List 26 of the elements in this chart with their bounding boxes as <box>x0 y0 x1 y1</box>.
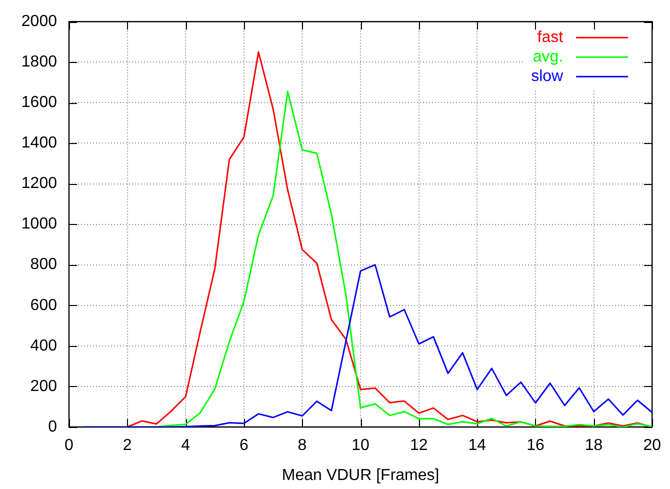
y-tick-label: 400 <box>30 337 58 354</box>
y-tick-label: 600 <box>30 296 58 314</box>
x-tick-label: 10 <box>352 437 370 454</box>
x-tick-label: 4 <box>181 437 190 454</box>
y-tick-label: 2000 <box>21 13 58 30</box>
y-tick-label: 1600 <box>21 94 58 112</box>
y-tick-label: 1200 <box>21 175 58 192</box>
x-tick-label: 0 <box>64 437 74 454</box>
legend-label: avg. <box>532 48 564 66</box>
y-tick-label: 800 <box>30 256 58 274</box>
y-tick-label: 1800 <box>21 54 58 71</box>
x-tick-label: 6 <box>239 437 248 454</box>
y-tick-label: 1000 <box>21 216 58 233</box>
x-tick-label: 18 <box>584 437 603 454</box>
x-tick-label: 20 <box>643 437 662 454</box>
x-tick-label: 2 <box>122 437 132 454</box>
x-tick-label: 16 <box>526 437 544 454</box>
x-tick-label: 12 <box>410 437 428 454</box>
x-tick-label: 8 <box>298 437 307 454</box>
legend-label: fast <box>537 29 564 46</box>
y-tick-label: 1400 <box>21 134 58 152</box>
x-axis-title: Mean VDUR [Frames] <box>282 466 440 484</box>
x-tick-label: 14 <box>468 437 486 454</box>
legend-label: slow <box>531 68 564 86</box>
y-tick-label: 200 <box>30 378 58 395</box>
y-tick-label: 0 <box>48 418 58 436</box>
